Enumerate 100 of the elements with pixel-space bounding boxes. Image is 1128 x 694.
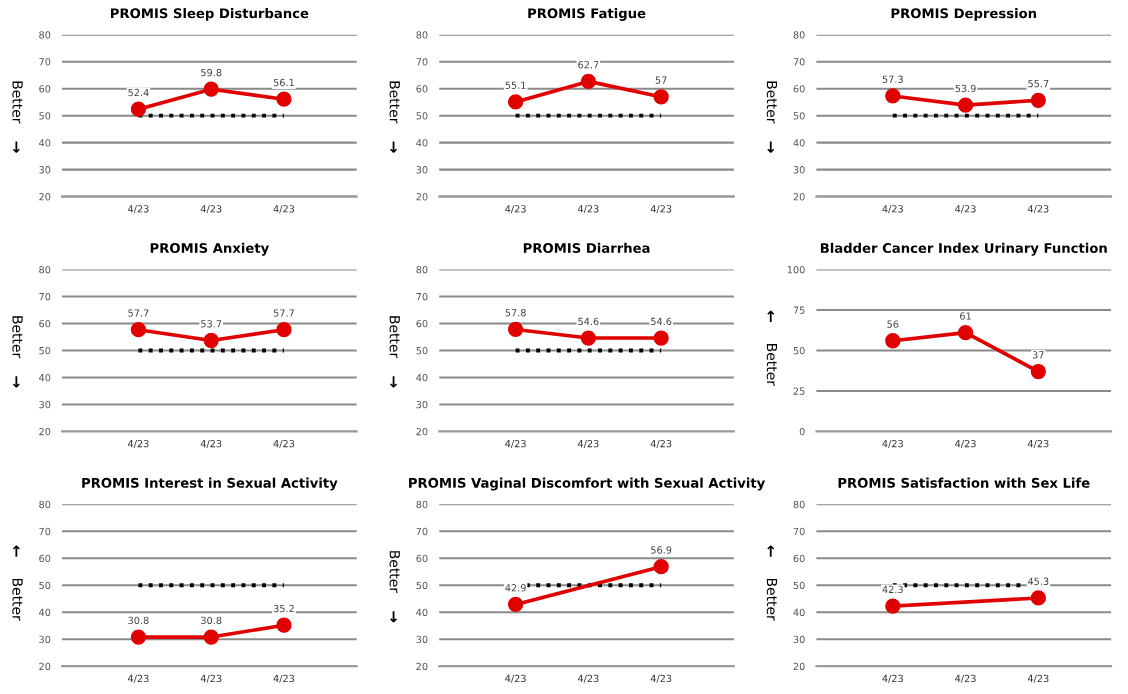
- y-tick-label: 70: [39, 527, 51, 536]
- y-tick-label: 70: [39, 292, 51, 301]
- point: [507, 94, 524, 110]
- data-label: 35.2: [273, 604, 294, 613]
- y-tick-label: 60: [793, 85, 805, 93]
- point: [1030, 92, 1046, 108]
- data-label: 57.7: [128, 309, 149, 317]
- y-tick-label: 30: [793, 166, 805, 174]
- chart-title: PROMIS Vaginal Discomfort with Sexual Activity: [409, 477, 766, 491]
- data-label: 55.1: [505, 81, 526, 89]
- data-label: 53.9: [955, 84, 976, 93]
- chart-title: PROMIS Depression: [891, 8, 1037, 21]
- x-tick-label: 4/23: [200, 205, 222, 214]
- text: ↑ Better: [12, 545, 23, 621]
- y-tick-label: 70: [416, 58, 428, 66]
- y-tick-label: 50: [793, 581, 805, 590]
- y-tick-label: 70: [416, 527, 428, 536]
- y-tick-label: 30: [39, 635, 51, 644]
- data-label: 57.8: [505, 309, 526, 317]
- data-label: 57.3: [882, 75, 903, 83]
- y-tick-label: 30: [416, 400, 428, 409]
- chart-title: PROMIS Fatigue: [528, 8, 646, 21]
- data-label: 54.6: [651, 317, 672, 326]
- y-tick-label: 20: [793, 662, 805, 671]
- x-tick-label: 4/23: [128, 439, 149, 449]
- y-tick-label: 100: [787, 265, 805, 274]
- data-label: 37: [1032, 351, 1044, 359]
- y-tick-label: 20: [39, 427, 51, 436]
- x-tick-label: 4/23: [577, 439, 599, 449]
- y-tick-label: 30: [39, 166, 51, 174]
- data-label: 62.7: [578, 61, 599, 69]
- y-tick-label: 20: [416, 427, 428, 436]
- y-tick-label: 80: [416, 31, 428, 39]
- data-label: 55.7: [1028, 80, 1049, 88]
- y-tick-label: 30: [39, 400, 51, 409]
- text: Better ↓: [389, 316, 400, 388]
- data-label: 30.8: [201, 616, 222, 625]
- y-tick-label: 80: [793, 500, 805, 509]
- chart-title: PROMIS Anxiety: [150, 242, 269, 256]
- data-label: 56.1: [273, 78, 294, 87]
- x-tick-label: 4/23: [273, 439, 295, 449]
- y-tick-label: 70: [793, 58, 805, 66]
- data-label: 56: [887, 320, 899, 328]
- y-tick-label: 50: [39, 346, 51, 355]
- chart-title: PROMIS Sleep Disturbance: [110, 8, 309, 21]
- text: Better ↓: [389, 81, 400, 153]
- data-label: 59.8: [201, 68, 222, 77]
- x-tick-label: 4/23: [955, 205, 976, 214]
- y-tick-label: 20: [39, 662, 51, 671]
- y-tick-label: 40: [793, 139, 805, 147]
- chart-title: PROMIS Satisfaction with Sex Life: [838, 477, 1090, 488]
- y-tick-label: 20: [793, 193, 805, 201]
- data-label: 53.7: [201, 320, 222, 328]
- y-tick-label: 80: [793, 31, 805, 39]
- y-tick-label: 80: [39, 500, 51, 509]
- text: ↑ Better: [766, 545, 778, 621]
- data-label: 42.9: [505, 584, 526, 592]
- x-tick-label: 4/23: [200, 674, 222, 683]
- y-tick-label: 60: [39, 554, 51, 563]
- y-tick-label: 80: [39, 265, 51, 274]
- y-tick-label: 80: [416, 265, 428, 274]
- point: [580, 73, 597, 90]
- text: Better ↓: [389, 551, 400, 623]
- x-tick-label: 4/23: [882, 439, 903, 449]
- text: Better ↓: [12, 316, 23, 388]
- y-tick-label: 60: [416, 554, 428, 563]
- y-tick-label: 30: [416, 635, 428, 644]
- data-label: 42.3: [882, 585, 903, 594]
- x-tick-label: 4/23: [882, 674, 903, 683]
- point: [203, 81, 219, 97]
- y-tick-label: 75: [793, 306, 805, 314]
- y-tick-label: 60: [416, 85, 428, 93]
- data-label: 45.3: [1027, 577, 1049, 585]
- x-tick-label: 4/23: [505, 205, 526, 214]
- y-tick-label: 50: [39, 112, 51, 120]
- x-tick-label: 4/23: [273, 674, 295, 683]
- point: [885, 88, 901, 104]
- y-tick-label: 20: [39, 193, 51, 201]
- x-tick-label: 4/23: [1027, 439, 1049, 449]
- data-label: 30.8: [128, 616, 149, 625]
- text: Better ↓: [766, 81, 778, 153]
- data-label: 54.6: [578, 317, 599, 326]
- point: [276, 91, 292, 107]
- y-tick-label: 20: [416, 662, 428, 671]
- x-tick-label: 4/23: [577, 674, 599, 683]
- y-tick-label: 70: [793, 527, 805, 536]
- x-tick-label: 4/23: [1027, 205, 1049, 214]
- x-tick-label: 4/23: [577, 205, 599, 214]
- x-tick-label: 4/23: [955, 674, 976, 683]
- y-tick-label: 80: [416, 500, 428, 509]
- y-tick-label: 40: [39, 139, 51, 147]
- point: [1030, 363, 1046, 380]
- y-tick-label: 50: [793, 346, 805, 355]
- data-label: 57: [655, 76, 667, 84]
- point: [130, 101, 147, 117]
- chart-title: Bladder Cancer Index Urinary Function: [820, 242, 1107, 256]
- y-tick-label: 40: [416, 608, 428, 617]
- y-tick-label: 60: [39, 85, 51, 93]
- point: [957, 97, 974, 113]
- x-tick-label: 4/23: [505, 439, 526, 449]
